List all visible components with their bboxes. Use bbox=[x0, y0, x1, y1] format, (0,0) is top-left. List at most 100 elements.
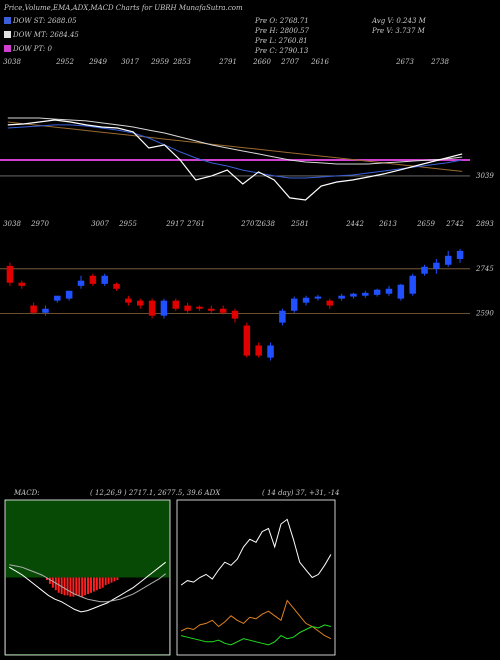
annotation: 2893 bbox=[475, 220, 494, 228]
candle-body bbox=[219, 308, 227, 313]
series-line bbox=[7, 117, 463, 165]
annotation: 3007 bbox=[91, 220, 109, 228]
candle-body bbox=[444, 255, 452, 265]
histogram-bar bbox=[95, 577, 98, 591]
candle-body bbox=[89, 275, 97, 284]
candle-body bbox=[338, 295, 345, 299]
legend-swatch bbox=[4, 31, 11, 38]
annotation: 3017 bbox=[121, 58, 139, 66]
candle-body bbox=[421, 266, 428, 274]
annotation: 2761 bbox=[186, 220, 205, 228]
candle-body bbox=[125, 298, 132, 303]
series-line bbox=[180, 599, 332, 640]
histogram-bar bbox=[87, 577, 90, 595]
annotation: 2949 bbox=[88, 58, 107, 66]
candle-body bbox=[184, 305, 191, 311]
annotation: 2955 bbox=[118, 220, 137, 228]
stat: Pre O: 2768.71 bbox=[254, 17, 309, 25]
candle-body bbox=[160, 300, 168, 316]
candle-body bbox=[350, 293, 357, 297]
annotation: 2952 bbox=[55, 58, 74, 66]
annotation: 2853 bbox=[172, 58, 191, 66]
histogram-bar bbox=[107, 577, 110, 584]
histogram-bar bbox=[72, 577, 75, 597]
adx-values: ( 14 day) 37, +31, -14 bbox=[262, 489, 340, 497]
histogram-bar bbox=[81, 577, 84, 597]
candle-body bbox=[290, 298, 298, 311]
candle-body bbox=[385, 288, 393, 294]
annotation: 2659 bbox=[416, 220, 435, 228]
histogram-bar bbox=[104, 577, 107, 586]
candle-body bbox=[196, 306, 203, 309]
histogram-bar bbox=[116, 577, 119, 581]
annotation: 2707 bbox=[280, 58, 299, 66]
annotation: 2959 bbox=[150, 58, 169, 66]
histogram-bar bbox=[46, 577, 48, 581]
series-line bbox=[7, 124, 463, 179]
stat: Pre H: 2800.57 bbox=[254, 27, 310, 35]
series-line bbox=[7, 119, 463, 201]
candle-body bbox=[148, 300, 156, 316]
annotation: 2613 bbox=[378, 220, 397, 228]
histogram-bar bbox=[63, 577, 66, 596]
adx-panel bbox=[176, 499, 336, 656]
series-line bbox=[180, 518, 332, 586]
histogram-bar bbox=[92, 577, 95, 592]
legend-label: DOW PT: 0 bbox=[12, 45, 52, 53]
candle-body bbox=[255, 345, 262, 356]
legend-swatch bbox=[4, 17, 11, 24]
candle-body bbox=[77, 280, 85, 286]
candle-body bbox=[456, 250, 464, 259]
annotation: 3038 bbox=[3, 220, 21, 228]
histogram-bar bbox=[51, 577, 54, 588]
annotation: 2970 bbox=[30, 220, 49, 228]
stat: Pre V: 3.737 M bbox=[371, 27, 426, 35]
legend-label: DOW ST: 2688.05 bbox=[12, 17, 77, 25]
y-tick-label: 2745 bbox=[475, 265, 494, 273]
candle-body bbox=[267, 345, 274, 358]
candle-body bbox=[113, 283, 120, 289]
candle-body bbox=[314, 296, 322, 299]
candle-body bbox=[54, 295, 61, 301]
stat: Pre C: 2790.13 bbox=[254, 47, 309, 55]
candle-body bbox=[65, 290, 73, 299]
stat: Avg V: 0.243 M bbox=[371, 17, 427, 25]
candle-body bbox=[397, 284, 405, 299]
histogram-bar bbox=[60, 577, 63, 595]
chart-title: Price,Volume,EMA,ADX,MACD Charts for UBR… bbox=[3, 4, 243, 12]
series-line bbox=[180, 624, 332, 646]
histogram-bar bbox=[54, 577, 57, 591]
annotation: 3038 bbox=[3, 58, 21, 66]
candle-body bbox=[101, 275, 108, 284]
macd-values: ( 12,26,9 ) 2717.1, 2677.5, 39.6 ADX bbox=[90, 489, 221, 497]
annotation: 3039 bbox=[476, 172, 494, 180]
candle-body bbox=[6, 265, 14, 283]
histogram-bar bbox=[69, 577, 72, 597]
candle-body bbox=[136, 300, 144, 306]
stat: Pre L: 2760.81 bbox=[254, 37, 308, 45]
legend-label: DOW MT: 2684.45 bbox=[12, 31, 79, 39]
histogram-bar bbox=[110, 577, 113, 583]
histogram-bar bbox=[75, 577, 78, 596]
candle-body bbox=[302, 297, 310, 303]
candle-body bbox=[231, 310, 239, 319]
histogram-bar bbox=[90, 577, 92, 593]
candle-body bbox=[18, 282, 26, 286]
annotation: 2638 bbox=[256, 220, 275, 228]
candle-body bbox=[326, 300, 334, 306]
annotation: 2917 bbox=[165, 220, 184, 228]
histogram-bar bbox=[78, 577, 81, 596]
candle-body bbox=[373, 289, 381, 295]
y-tick-label: 2590 bbox=[475, 310, 494, 318]
candle-body bbox=[362, 292, 369, 296]
annotation: 2660 bbox=[252, 58, 271, 66]
candle-body bbox=[208, 308, 215, 311]
series-line bbox=[9, 561, 167, 613]
histogram-bar bbox=[113, 577, 116, 582]
histogram-bar bbox=[84, 577, 87, 596]
candle-body bbox=[279, 310, 286, 323]
annotation: 2673 bbox=[395, 58, 414, 66]
annotation: 2707 bbox=[240, 220, 259, 228]
